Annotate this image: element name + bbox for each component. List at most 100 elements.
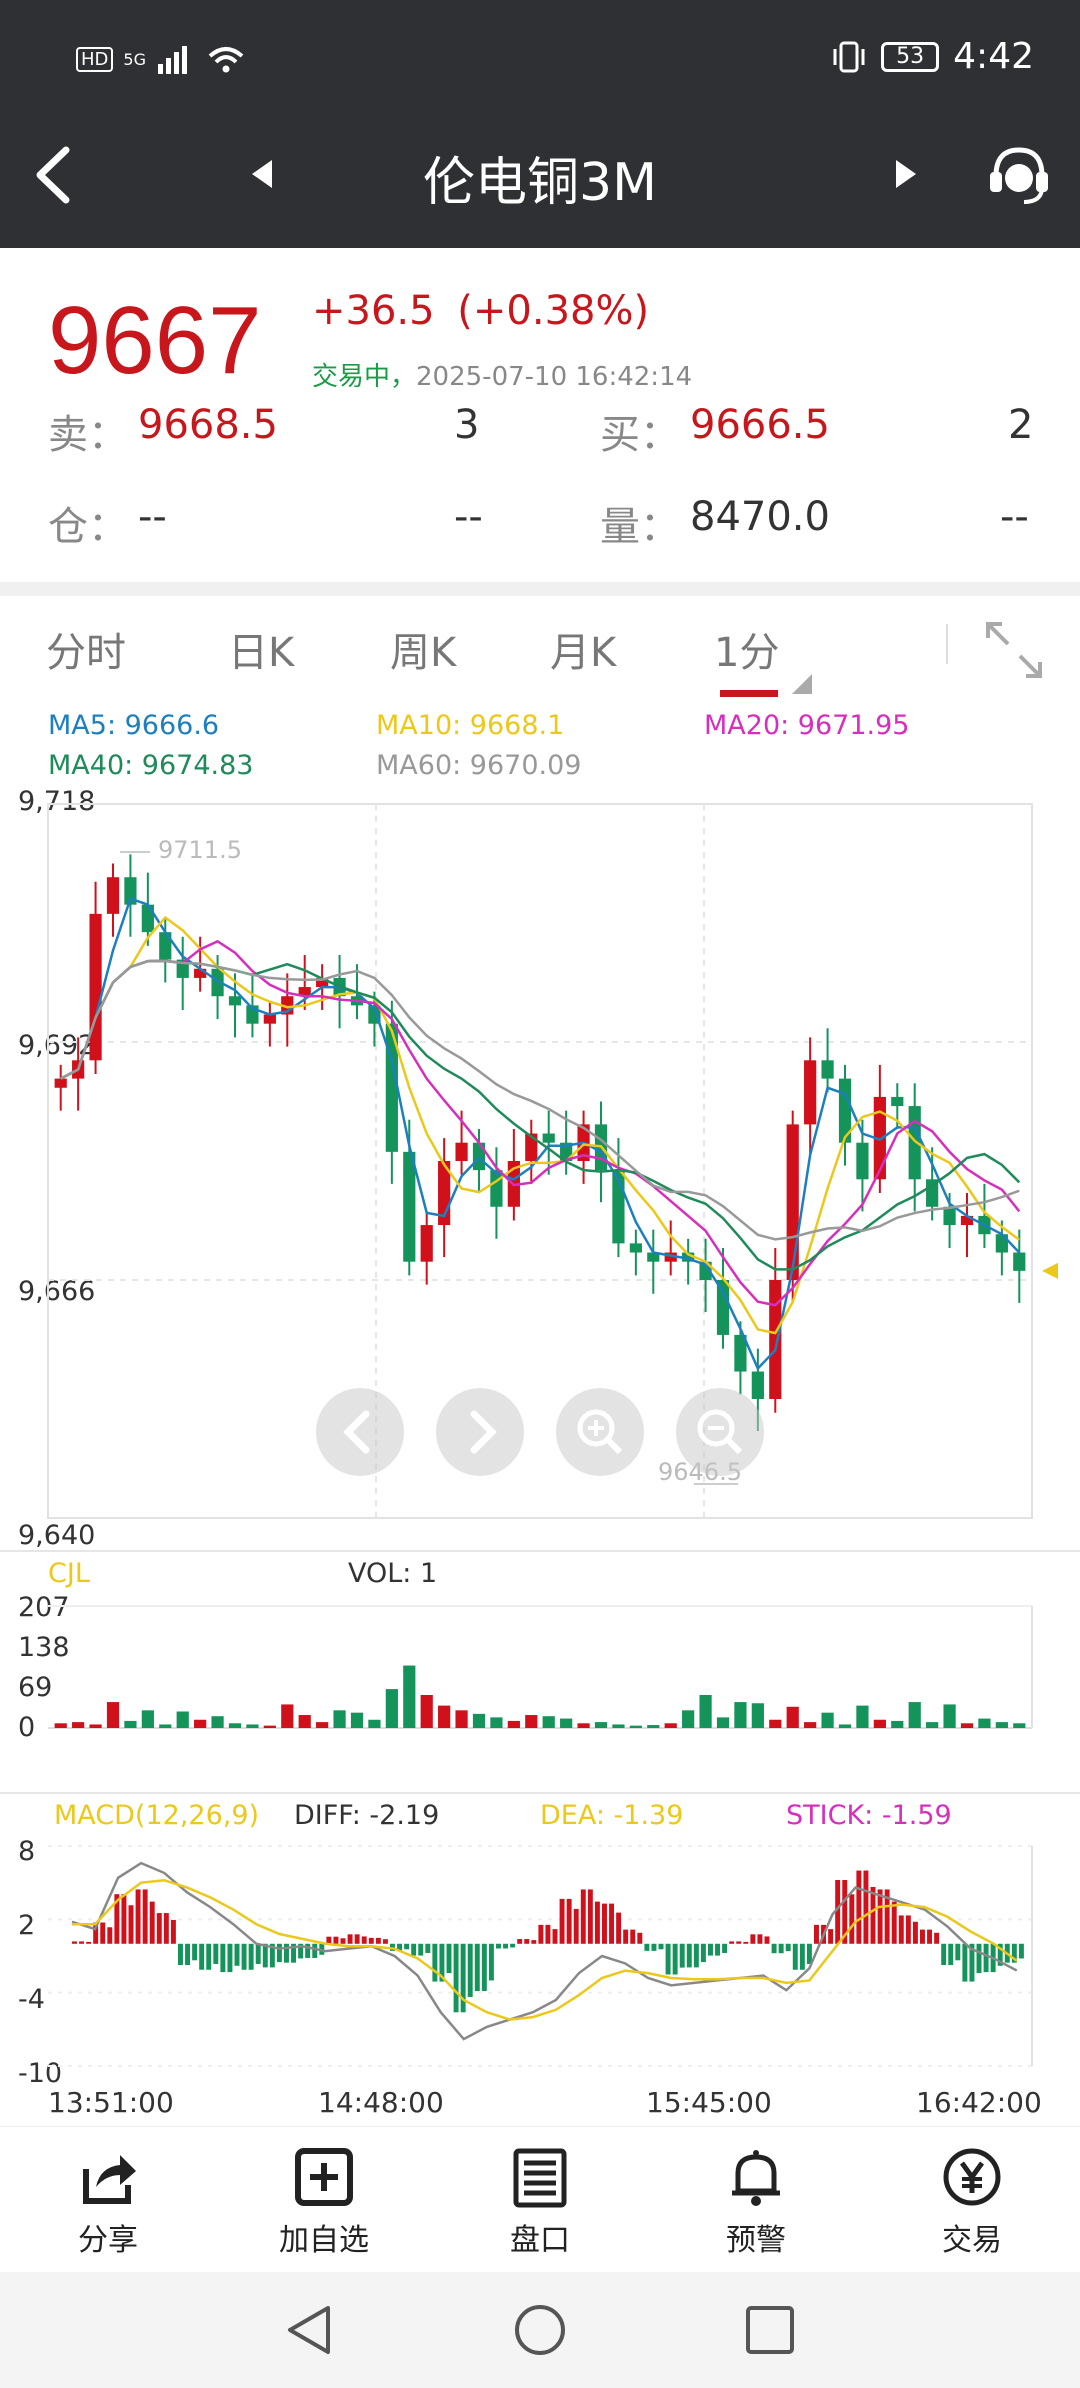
volume-bar — [804, 1722, 817, 1728]
alert-button[interactable]: 预警 — [686, 2145, 826, 2259]
order-book-icon — [513, 2148, 567, 2208]
macd-tick-label: 8 — [18, 1836, 36, 1867]
macd-stick — [347, 1934, 353, 1944]
volume-bar — [786, 1706, 799, 1728]
add-watchlist-button[interactable]: 加自选 — [254, 2145, 394, 2259]
nav-home-icon[interactable] — [512, 2302, 568, 2358]
macd-stick — [969, 1943, 975, 1982]
kline-chart[interactable] — [0, 790, 1080, 1550]
trade-button[interactable]: 交易 — [902, 2145, 1042, 2259]
volume-bar — [368, 1719, 381, 1728]
fullscreen-icon[interactable] — [982, 618, 1046, 682]
macd-stick — [312, 1943, 318, 1958]
candle — [228, 996, 242, 1006]
macd-tick-label: -10 — [18, 2058, 63, 2089]
tab-1min[interactable]: 1分 — [714, 630, 780, 676]
macd-stick — [573, 1908, 579, 1944]
volume-bar — [525, 1715, 538, 1728]
volume-bar — [490, 1717, 503, 1728]
volume-bar — [542, 1716, 555, 1728]
scroll-right-button[interactable] — [436, 1388, 524, 1476]
order-book-button[interactable]: 盘口 — [470, 2145, 610, 2259]
macd-stick — [828, 1929, 834, 1944]
macd-stick — [248, 1943, 254, 1970]
last-price-marker — [1042, 1262, 1058, 1279]
macd-chart — [48, 1845, 1033, 2067]
macd-stick — [587, 1889, 593, 1944]
macd-stick — [580, 1889, 586, 1944]
next-contract-icon[interactable] — [892, 158, 920, 190]
prev-contract-icon[interactable] — [248, 158, 276, 190]
macd-stick — [284, 1943, 289, 1963]
zoom-out-button[interactable] — [676, 1388, 764, 1476]
macd-stick — [644, 1943, 650, 1951]
macd-stick — [835, 1879, 841, 1944]
macd-stick — [517, 1939, 523, 1944]
nav-back-icon[interactable] — [282, 2302, 338, 2358]
macd-stick — [170, 1919, 176, 1944]
macd-stick — [93, 1922, 99, 1944]
macd-stick — [488, 1943, 494, 1981]
x-tick-label: 13:51:00 — [48, 2086, 174, 2119]
macd-stick: STICK: -1.59 — [786, 1800, 952, 1831]
status-label: 交易中， — [312, 362, 417, 392]
wifi-icon — [208, 47, 244, 73]
scroll-left-button[interactable] — [316, 1388, 404, 1476]
tab-monthly[interactable]: 月K — [550, 630, 617, 676]
candle — [647, 1252, 660, 1262]
vol-tick-label: 69 — [18, 1672, 53, 1703]
macd-stick — [722, 1943, 728, 1953]
back-arrow-icon[interactable] — [24, 140, 84, 210]
candle — [682, 1252, 695, 1262]
macd-stick — [806, 1943, 812, 1964]
candle — [316, 977, 329, 988]
tab-weekly[interactable]: 周K — [390, 630, 457, 676]
volume-bar — [507, 1720, 520, 1728]
macd-stick — [941, 1943, 947, 1966]
tab-daily[interactable]: 日K — [228, 630, 295, 676]
volume-bar — [838, 1724, 852, 1728]
macd-stick — [743, 1941, 749, 1944]
macd-stick — [912, 1921, 918, 1944]
share-label: 分享 — [78, 2223, 138, 2258]
macd-stick — [524, 1939, 530, 1944]
macd-stick — [863, 1870, 869, 1944]
volume-bar — [403, 1665, 416, 1728]
volume-bar — [263, 1725, 276, 1728]
buy-qty: 2 — [1008, 402, 1034, 448]
buy-label: 买： — [600, 412, 680, 458]
macd-stick — [411, 1943, 417, 1956]
tab-timeshare[interactable]: 分时 — [46, 630, 126, 676]
candle — [542, 1133, 555, 1143]
zoom-in-button[interactable] — [556, 1388, 644, 1476]
macd-stick — [637, 1932, 643, 1944]
macd-stick — [757, 1934, 763, 1944]
macd-stick — [192, 1943, 198, 1961]
candle — [716, 1280, 730, 1335]
candle — [211, 968, 224, 997]
nav-recents-icon[interactable] — [742, 2302, 798, 2358]
macd-stick — [686, 1943, 692, 1968]
macd-stick — [771, 1943, 777, 1954]
y-tick-label: 9,666 — [18, 1276, 96, 1307]
tab-dropdown-triangle-icon[interactable] — [792, 674, 812, 694]
candle — [960, 1215, 974, 1226]
add-watchlist-icon — [295, 2148, 353, 2206]
macd-stick — [227, 1943, 233, 1973]
macd-stick — [898, 1915, 904, 1944]
customer-service-icon[interactable] — [984, 140, 1054, 210]
chart-divider — [0, 1792, 1080, 1794]
sell-qty: 3 — [454, 402, 480, 448]
macd-stick — [474, 1943, 480, 1992]
volume-bar — [298, 1715, 311, 1728]
volume-bar — [350, 1712, 364, 1728]
macd-stick — [79, 1941, 85, 1944]
volume-bar — [385, 1689, 398, 1728]
ma40-value: MA40: 9674.83 — [48, 750, 254, 781]
volume-current: VOL: 1 — [348, 1558, 438, 1589]
sell-price: 9668.5 — [138, 402, 278, 448]
macd-stick — [693, 1943, 699, 1968]
volume-bar — [594, 1722, 608, 1728]
macd-stick — [503, 1943, 509, 1949]
share-button[interactable]: 分享 — [38, 2145, 178, 2259]
